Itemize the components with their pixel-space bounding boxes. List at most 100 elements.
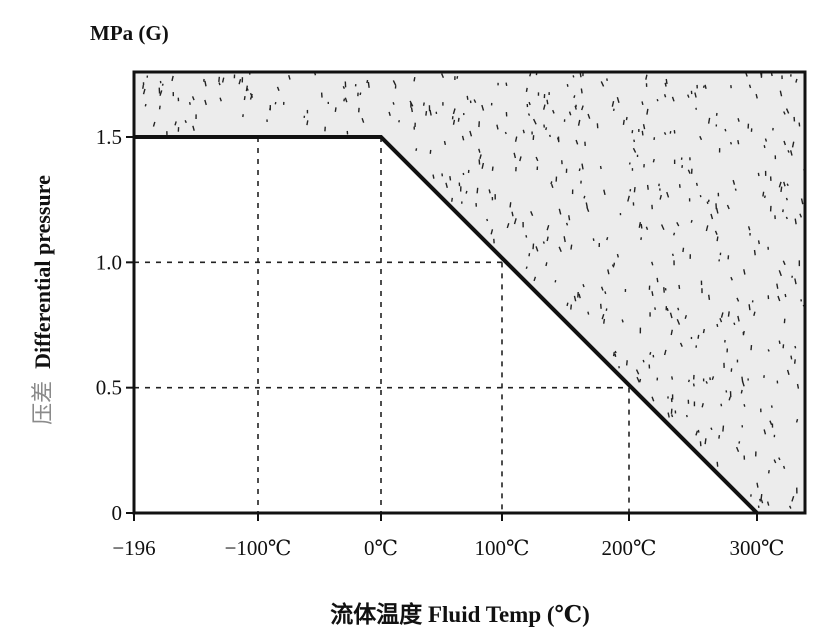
stipple-mark (491, 166, 494, 171)
stipple-mark (692, 383, 695, 387)
stipple-mark (699, 135, 703, 141)
stipple-mark (601, 314, 605, 320)
stipple-mark (748, 304, 751, 311)
stipple-mark (461, 135, 465, 141)
stipple-mark (490, 229, 494, 235)
stipple-mark (656, 98, 659, 102)
stipple-mark (705, 225, 709, 232)
stipple-mark (791, 495, 795, 502)
stipple-mark (556, 137, 560, 142)
stipple-mark (481, 104, 485, 111)
stipple-mark (625, 360, 628, 366)
stipple-mark (651, 396, 655, 402)
y-tick-label: 0 (112, 501, 123, 525)
stipple-mark (632, 147, 637, 153)
stipple-mark (651, 261, 654, 266)
stipple-mark (533, 276, 537, 282)
stipple-mark (716, 236, 719, 242)
shaded-area (134, 72, 805, 513)
stipple-mark (505, 82, 508, 86)
x-tick-label: −100℃ (225, 536, 292, 560)
stipple-mark (529, 73, 532, 77)
stipple-mark (509, 202, 512, 208)
stipple-mark (542, 104, 546, 110)
stipple-mark (756, 482, 759, 488)
stipple-mark (736, 297, 740, 302)
stipple-mark (766, 501, 770, 506)
stipple-mark (791, 141, 795, 148)
stipple-mark (457, 117, 460, 122)
stipple-mark (245, 85, 249, 92)
stipple-mark (511, 211, 514, 217)
stipple-mark (388, 111, 391, 117)
stipple-mark (409, 100, 414, 107)
stipple-mark (415, 148, 418, 152)
stipple-mark (570, 244, 573, 250)
stipple-mark (778, 340, 781, 345)
stipple-mark (513, 218, 517, 225)
stipple-mark (682, 247, 685, 253)
stipple-mark (142, 85, 145, 89)
stipple-mark (452, 108, 456, 115)
stipple-mark (611, 100, 615, 107)
stipple-mark (737, 315, 740, 322)
stipple-mark (535, 246, 539, 252)
stipple-mark (759, 498, 762, 502)
stipple-mark (654, 307, 657, 310)
stipple-mark (603, 189, 606, 196)
stipple-mark (670, 329, 673, 336)
stipple-mark (684, 314, 688, 319)
stipple-mark (716, 461, 719, 467)
stipple-mark (218, 82, 221, 86)
stipple-mark (600, 286, 604, 291)
stipple-mark (711, 376, 715, 381)
stipple-mark (730, 276, 733, 281)
stipple-mark (612, 108, 615, 112)
stipple-mark (366, 79, 369, 84)
stipple-mark (741, 381, 745, 387)
stipple-mark (697, 334, 700, 339)
stipple-mark (465, 190, 468, 194)
stipple-mark (504, 131, 507, 135)
stipple-mark (476, 187, 479, 194)
stipple-mark (506, 223, 510, 229)
pressure-limit-line (134, 135, 759, 515)
stipple-mark (733, 322, 736, 326)
stipple-mark (276, 86, 280, 92)
stipple-mark (342, 86, 345, 89)
stipple-mark (767, 470, 770, 474)
stipple-mark (577, 119, 581, 126)
stipple-mark (306, 120, 309, 126)
stipple-mark (645, 74, 648, 80)
stipple-mark (451, 197, 453, 202)
stipple-mark (679, 342, 683, 347)
y-axis-title: 压差 Differential pressure (30, 175, 56, 425)
stipple-mark (532, 243, 535, 250)
stipple-mark (625, 116, 628, 121)
stipple-mark (716, 323, 719, 328)
stipple-mark (786, 183, 789, 187)
stipple-mark (743, 403, 746, 407)
stipple-mark (651, 291, 654, 297)
stipple-mark (581, 105, 584, 111)
stipple-mark (578, 168, 581, 172)
stipple-mark (677, 307, 680, 311)
stipple-mark (656, 277, 659, 283)
stipple-mark (473, 99, 477, 103)
stipple-mark (606, 78, 608, 82)
x-axis-title: 流体温度 Fluid Temp (℃) (330, 601, 590, 627)
stipple-mark (422, 102, 425, 106)
stipple-mark (676, 318, 681, 325)
stipple-mark (525, 87, 528, 93)
stipple-mark (757, 172, 760, 177)
stipple-mark (787, 150, 790, 153)
x-tick-label: 200℃ (602, 536, 657, 560)
y-tick-label: 0.5 (96, 376, 122, 400)
stipple-mark (640, 237, 643, 241)
stipple-mark (710, 213, 714, 220)
stipple-mark (641, 130, 644, 136)
stipple-mark (659, 194, 662, 200)
stipple-mark (635, 369, 640, 375)
stipple-mark (573, 295, 577, 302)
stipple-mark (204, 99, 207, 106)
